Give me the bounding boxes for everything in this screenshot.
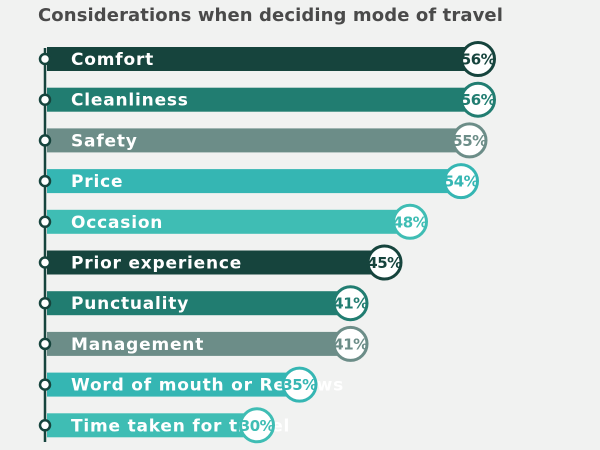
axis-marker bbox=[38, 296, 52, 310]
category-label: Price bbox=[71, 172, 123, 192]
value-label: 48% bbox=[393, 213, 428, 231]
chart-title: Considerations when deciding mode of tra… bbox=[38, 5, 503, 26]
value-label: 54% bbox=[444, 173, 479, 191]
bar bbox=[47, 169, 461, 194]
bar-row: Cleanliness 56% bbox=[38, 81, 496, 118]
bar-row: Management 41% bbox=[38, 325, 369, 362]
bar bbox=[47, 47, 478, 71]
value-badge bbox=[281, 366, 318, 403]
value-label: 45% bbox=[367, 254, 402, 272]
axis-marker bbox=[38, 134, 52, 147]
bar bbox=[47, 331, 351, 356]
value-badge bbox=[332, 285, 369, 322]
bar bbox=[47, 291, 351, 316]
bar bbox=[47, 209, 410, 234]
axis-marker bbox=[38, 215, 52, 229]
axis-marker bbox=[38, 378, 52, 391]
bar-row: Punctuality 41% bbox=[38, 285, 369, 322]
category-label: Comfort bbox=[71, 50, 154, 70]
value-label: 55% bbox=[452, 132, 487, 150]
bar bbox=[47, 413, 257, 438]
value-badge bbox=[366, 244, 403, 281]
value-badge bbox=[239, 407, 275, 444]
bar-row: Safety 55% bbox=[38, 122, 488, 159]
axis-marker bbox=[38, 52, 52, 66]
axis-marker bbox=[38, 256, 52, 269]
value-badge bbox=[460, 81, 496, 118]
bar bbox=[47, 128, 470, 153]
category-label: Safety bbox=[71, 131, 138, 151]
value-label: 56% bbox=[461, 51, 496, 69]
bar-row: Price 54% bbox=[38, 163, 479, 200]
value-label: 35% bbox=[282, 376, 317, 394]
value-badge bbox=[332, 325, 369, 362]
category-label: Time taken for travel bbox=[71, 416, 290, 436]
bar-row: Occasion 48% bbox=[38, 203, 428, 240]
axis-marker bbox=[38, 93, 52, 106]
axis-marker bbox=[38, 174, 52, 188]
category-label: Occasion bbox=[71, 213, 163, 233]
value-badge bbox=[451, 122, 488, 159]
bar bbox=[47, 87, 478, 112]
value-label: 56% bbox=[461, 91, 496, 109]
category-label: Word of mouth or Reviews bbox=[71, 376, 344, 396]
value-label: 41% bbox=[333, 335, 368, 353]
bar bbox=[47, 250, 385, 275]
category-label: Cleanliness bbox=[71, 91, 189, 111]
bar-row: Comfort 56% bbox=[38, 41, 496, 77]
category-label: Punctuality bbox=[71, 294, 189, 314]
bar bbox=[47, 372, 300, 397]
value-label: 30% bbox=[240, 417, 275, 435]
value-label: 41% bbox=[333, 295, 368, 313]
value-badge bbox=[460, 41, 496, 77]
category-label: Management bbox=[71, 335, 204, 355]
bar-row: Prior experience 45% bbox=[38, 244, 403, 281]
axis-marker bbox=[38, 337, 52, 351]
value-badge bbox=[443, 163, 479, 200]
axis-marker bbox=[38, 419, 52, 432]
value-badge bbox=[392, 203, 428, 240]
category-label: Prior experience bbox=[71, 254, 242, 274]
